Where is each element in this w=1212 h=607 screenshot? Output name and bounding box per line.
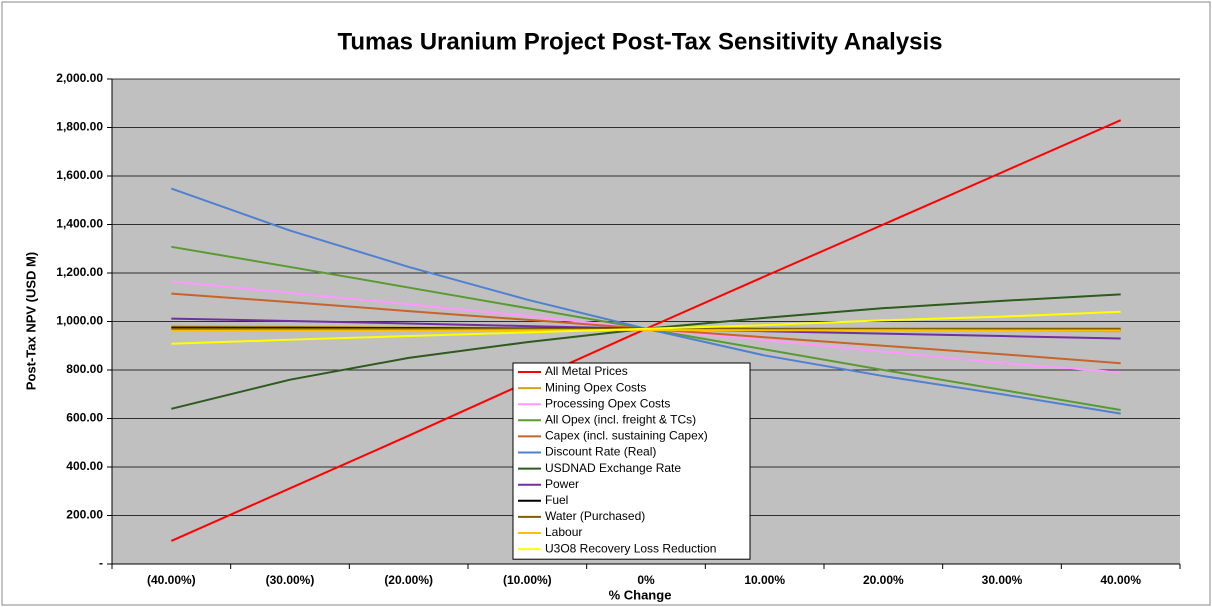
- legend-label: Water (Purchased): [545, 509, 645, 523]
- legend-box: [512, 362, 751, 560]
- x-axis-label: % Change: [609, 587, 672, 602]
- legend-label: U3O8 Recovery Loss Reduction: [545, 541, 716, 555]
- y-tick-label: 600.00: [66, 411, 103, 425]
- legend-label: Processing Opex Costs: [545, 396, 670, 410]
- legend-label: Power: [545, 477, 579, 491]
- legend-label: USDNAD Exchange Rate: [545, 461, 681, 475]
- x-tick-label: 10.00%: [744, 573, 785, 587]
- legend-label: All Opex (incl. freight & TCs): [545, 412, 696, 426]
- y-tick-label: 1,800.00: [56, 120, 103, 134]
- y-tick-label: -: [99, 556, 103, 570]
- x-tick-label: 40.00%: [1100, 573, 1141, 587]
- legend-label: Labour: [545, 525, 582, 539]
- y-axis-label: Post-Tax NPV (USD M): [23, 252, 38, 390]
- x-tick-label: (20.00%): [384, 573, 433, 587]
- y-tick-label: 1,200.00: [56, 265, 103, 279]
- y-tick-label: 1,600.00: [56, 168, 103, 182]
- x-tick-label: 30.00%: [982, 573, 1023, 587]
- series-line: [171, 328, 1121, 332]
- legend-label: All Metal Prices: [545, 364, 628, 378]
- x-tick-label: (10.00%): [503, 573, 552, 587]
- x-tick-label: (30.00%): [266, 573, 315, 587]
- x-tick-label: 0%: [637, 573, 655, 587]
- legend-label: Discount Rate (Real): [545, 445, 656, 459]
- y-tick-label: 1,400.00: [56, 217, 103, 231]
- legend-label: Fuel: [545, 493, 568, 507]
- x-tick-label: 20.00%: [863, 573, 904, 587]
- series-line: [171, 310, 1121, 345]
- legend-label: Mining Opex Costs: [545, 380, 646, 394]
- y-tick-label: 1,000.00: [56, 314, 103, 328]
- y-tick-label: 400.00: [66, 459, 103, 473]
- legend-label: Capex (incl. sustaining Capex): [545, 429, 708, 443]
- x-tick-label: (40.00%): [147, 573, 196, 587]
- y-tick-label: 2,000.00: [56, 71, 103, 85]
- y-tick-label: 200.00: [66, 508, 103, 522]
- y-tick-label: 800.00: [66, 362, 103, 376]
- chart-title: Tumas Uranium Project Post-Tax Sensitivi…: [337, 28, 942, 55]
